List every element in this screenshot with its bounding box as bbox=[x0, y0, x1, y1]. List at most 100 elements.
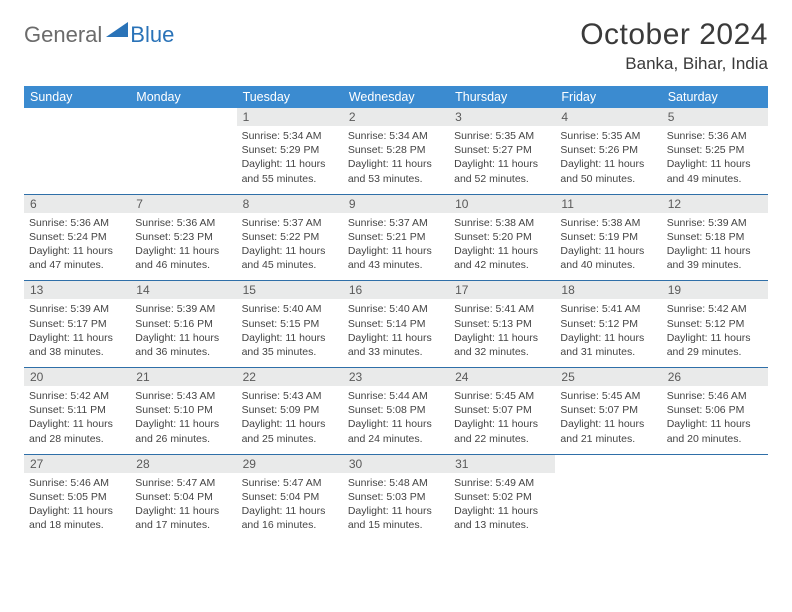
day-number: 21 bbox=[130, 368, 236, 386]
day-number: 22 bbox=[237, 368, 343, 386]
calendar-day-cell: 11Sunrise: 5:38 AMSunset: 5:19 PMDayligh… bbox=[555, 194, 661, 281]
day-details: Sunrise: 5:38 AMSunset: 5:19 PMDaylight:… bbox=[555, 213, 661, 281]
day-number: 23 bbox=[343, 368, 449, 386]
day-number: 7 bbox=[130, 195, 236, 213]
calendar-day-cell: 16Sunrise: 5:40 AMSunset: 5:14 PMDayligh… bbox=[343, 281, 449, 368]
calendar-day-cell: 22Sunrise: 5:43 AMSunset: 5:09 PMDayligh… bbox=[237, 368, 343, 455]
calendar-week-row: 1Sunrise: 5:34 AMSunset: 5:29 PMDaylight… bbox=[24, 108, 768, 194]
calendar-week-row: 20Sunrise: 5:42 AMSunset: 5:11 PMDayligh… bbox=[24, 368, 768, 455]
weekday-header: Thursday bbox=[449, 86, 555, 108]
calendar-day-cell: 6Sunrise: 5:36 AMSunset: 5:24 PMDaylight… bbox=[24, 194, 130, 281]
calendar-day-cell: 20Sunrise: 5:42 AMSunset: 5:11 PMDayligh… bbox=[24, 368, 130, 455]
calendar-day-cell: 28Sunrise: 5:47 AMSunset: 5:04 PMDayligh… bbox=[130, 454, 236, 540]
day-number: 18 bbox=[555, 281, 661, 299]
calendar-day-cell: 2Sunrise: 5:34 AMSunset: 5:28 PMDaylight… bbox=[343, 108, 449, 194]
day-details: Sunrise: 5:45 AMSunset: 5:07 PMDaylight:… bbox=[555, 386, 661, 454]
calendar-day-cell: 18Sunrise: 5:41 AMSunset: 5:12 PMDayligh… bbox=[555, 281, 661, 368]
day-number: 1 bbox=[237, 108, 343, 126]
calendar-week-row: 27Sunrise: 5:46 AMSunset: 5:05 PMDayligh… bbox=[24, 454, 768, 540]
day-number: 20 bbox=[24, 368, 130, 386]
day-details: Sunrise: 5:39 AMSunset: 5:18 PMDaylight:… bbox=[662, 213, 768, 281]
calendar-day-cell: 12Sunrise: 5:39 AMSunset: 5:18 PMDayligh… bbox=[662, 194, 768, 281]
day-details: Sunrise: 5:41 AMSunset: 5:12 PMDaylight:… bbox=[555, 299, 661, 367]
day-details: Sunrise: 5:34 AMSunset: 5:28 PMDaylight:… bbox=[343, 126, 449, 194]
calendar-body: 1Sunrise: 5:34 AMSunset: 5:29 PMDaylight… bbox=[24, 108, 768, 540]
calendar-day-cell: 14Sunrise: 5:39 AMSunset: 5:16 PMDayligh… bbox=[130, 281, 236, 368]
day-details: Sunrise: 5:40 AMSunset: 5:15 PMDaylight:… bbox=[237, 299, 343, 367]
day-details: Sunrise: 5:47 AMSunset: 5:04 PMDaylight:… bbox=[237, 473, 343, 541]
day-number: 16 bbox=[343, 281, 449, 299]
day-number: 5 bbox=[662, 108, 768, 126]
day-details: Sunrise: 5:44 AMSunset: 5:08 PMDaylight:… bbox=[343, 386, 449, 454]
day-number: 2 bbox=[343, 108, 449, 126]
day-details: Sunrise: 5:38 AMSunset: 5:20 PMDaylight:… bbox=[449, 213, 555, 281]
day-number: 19 bbox=[662, 281, 768, 299]
day-details: Sunrise: 5:42 AMSunset: 5:12 PMDaylight:… bbox=[662, 299, 768, 367]
day-number: 8 bbox=[237, 195, 343, 213]
calendar-day-cell: 4Sunrise: 5:35 AMSunset: 5:26 PMDaylight… bbox=[555, 108, 661, 194]
day-details: Sunrise: 5:35 AMSunset: 5:26 PMDaylight:… bbox=[555, 126, 661, 194]
calendar-day-cell: 8Sunrise: 5:37 AMSunset: 5:22 PMDaylight… bbox=[237, 194, 343, 281]
day-number: 30 bbox=[343, 455, 449, 473]
title-month: October 2024 bbox=[580, 18, 768, 52]
brand-logo: General Blue bbox=[24, 22, 174, 48]
calendar-day-cell: 24Sunrise: 5:45 AMSunset: 5:07 PMDayligh… bbox=[449, 368, 555, 455]
calendar-day-cell bbox=[662, 454, 768, 540]
calendar-day-cell: 25Sunrise: 5:45 AMSunset: 5:07 PMDayligh… bbox=[555, 368, 661, 455]
calendar-day-cell: 7Sunrise: 5:36 AMSunset: 5:23 PMDaylight… bbox=[130, 194, 236, 281]
weekday-header: Wednesday bbox=[343, 86, 449, 108]
calendar-day-cell: 15Sunrise: 5:40 AMSunset: 5:15 PMDayligh… bbox=[237, 281, 343, 368]
day-number: 3 bbox=[449, 108, 555, 126]
day-number: 27 bbox=[24, 455, 130, 473]
calendar-day-cell: 5Sunrise: 5:36 AMSunset: 5:25 PMDaylight… bbox=[662, 108, 768, 194]
title-location: Banka, Bihar, India bbox=[580, 54, 768, 74]
calendar-day-cell: 21Sunrise: 5:43 AMSunset: 5:10 PMDayligh… bbox=[130, 368, 236, 455]
calendar-day-cell: 9Sunrise: 5:37 AMSunset: 5:21 PMDaylight… bbox=[343, 194, 449, 281]
day-number: 31 bbox=[449, 455, 555, 473]
page-header: General Blue October 2024 Banka, Bihar, … bbox=[24, 18, 768, 74]
weekday-header: Tuesday bbox=[237, 86, 343, 108]
day-number: 17 bbox=[449, 281, 555, 299]
calendar-week-row: 13Sunrise: 5:39 AMSunset: 5:17 PMDayligh… bbox=[24, 281, 768, 368]
calendar-header-row: SundayMondayTuesdayWednesdayThursdayFrid… bbox=[24, 86, 768, 108]
calendar-day-cell bbox=[555, 454, 661, 540]
weekday-header: Sunday bbox=[24, 86, 130, 108]
day-details: Sunrise: 5:39 AMSunset: 5:16 PMDaylight:… bbox=[130, 299, 236, 367]
calendar-day-cell: 27Sunrise: 5:46 AMSunset: 5:05 PMDayligh… bbox=[24, 454, 130, 540]
day-details: Sunrise: 5:48 AMSunset: 5:03 PMDaylight:… bbox=[343, 473, 449, 541]
day-details: Sunrise: 5:36 AMSunset: 5:25 PMDaylight:… bbox=[662, 126, 768, 194]
weekday-header: Monday bbox=[130, 86, 236, 108]
day-details: Sunrise: 5:36 AMSunset: 5:24 PMDaylight:… bbox=[24, 213, 130, 281]
calendar-day-cell: 10Sunrise: 5:38 AMSunset: 5:20 PMDayligh… bbox=[449, 194, 555, 281]
day-number: 28 bbox=[130, 455, 236, 473]
day-details: Sunrise: 5:46 AMSunset: 5:06 PMDaylight:… bbox=[662, 386, 768, 454]
weekday-header: Saturday bbox=[662, 86, 768, 108]
day-details: Sunrise: 5:42 AMSunset: 5:11 PMDaylight:… bbox=[24, 386, 130, 454]
day-details: Sunrise: 5:36 AMSunset: 5:23 PMDaylight:… bbox=[130, 213, 236, 281]
day-details: Sunrise: 5:46 AMSunset: 5:05 PMDaylight:… bbox=[24, 473, 130, 541]
calendar-table: SundayMondayTuesdayWednesdayThursdayFrid… bbox=[24, 86, 768, 540]
calendar-week-row: 6Sunrise: 5:36 AMSunset: 5:24 PMDaylight… bbox=[24, 194, 768, 281]
day-details: Sunrise: 5:39 AMSunset: 5:17 PMDaylight:… bbox=[24, 299, 130, 367]
calendar-day-cell: 17Sunrise: 5:41 AMSunset: 5:13 PMDayligh… bbox=[449, 281, 555, 368]
day-details: Sunrise: 5:34 AMSunset: 5:29 PMDaylight:… bbox=[237, 126, 343, 194]
day-details: Sunrise: 5:37 AMSunset: 5:22 PMDaylight:… bbox=[237, 213, 343, 281]
brand-part2: Blue bbox=[130, 22, 174, 48]
calendar-day-cell: 19Sunrise: 5:42 AMSunset: 5:12 PMDayligh… bbox=[662, 281, 768, 368]
weekday-header: Friday bbox=[555, 86, 661, 108]
day-number: 26 bbox=[662, 368, 768, 386]
calendar-day-cell: 30Sunrise: 5:48 AMSunset: 5:03 PMDayligh… bbox=[343, 454, 449, 540]
day-details: Sunrise: 5:37 AMSunset: 5:21 PMDaylight:… bbox=[343, 213, 449, 281]
calendar-day-cell: 1Sunrise: 5:34 AMSunset: 5:29 PMDaylight… bbox=[237, 108, 343, 194]
day-number: 25 bbox=[555, 368, 661, 386]
day-number: 24 bbox=[449, 368, 555, 386]
calendar-day-cell: 13Sunrise: 5:39 AMSunset: 5:17 PMDayligh… bbox=[24, 281, 130, 368]
day-details: Sunrise: 5:43 AMSunset: 5:10 PMDaylight:… bbox=[130, 386, 236, 454]
day-number: 14 bbox=[130, 281, 236, 299]
day-number: 10 bbox=[449, 195, 555, 213]
day-number: 4 bbox=[555, 108, 661, 126]
calendar-day-cell bbox=[130, 108, 236, 194]
calendar-day-cell: 26Sunrise: 5:46 AMSunset: 5:06 PMDayligh… bbox=[662, 368, 768, 455]
calendar-day-cell bbox=[24, 108, 130, 194]
day-details: Sunrise: 5:47 AMSunset: 5:04 PMDaylight:… bbox=[130, 473, 236, 541]
